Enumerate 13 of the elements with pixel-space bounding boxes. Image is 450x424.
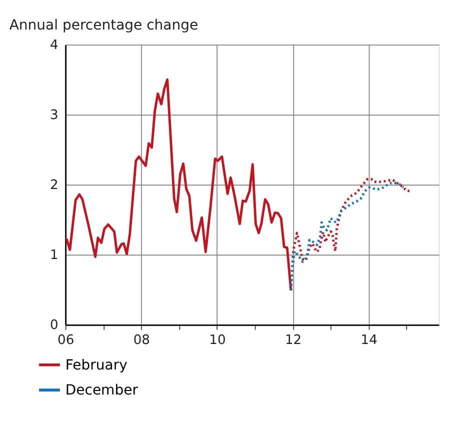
x-tick-label: 10	[209, 332, 226, 348]
x-tick-label: 12	[284, 332, 302, 348]
y-tick-label: 3	[50, 108, 58, 123]
legend-label: December	[65, 382, 138, 399]
chart-title: Annual percentage change	[9, 18, 198, 34]
x-tick-label: 14	[360, 332, 378, 348]
y-tick-label: 0	[50, 318, 58, 333]
y-tick-label: 1	[50, 248, 58, 263]
legend-label: February	[65, 358, 128, 374]
y-tick-label: 4	[50, 38, 58, 53]
y-tick-label: 2	[50, 178, 58, 193]
x-tick-label: 08	[133, 332, 150, 348]
x-tick-label: 06	[58, 332, 74, 348]
